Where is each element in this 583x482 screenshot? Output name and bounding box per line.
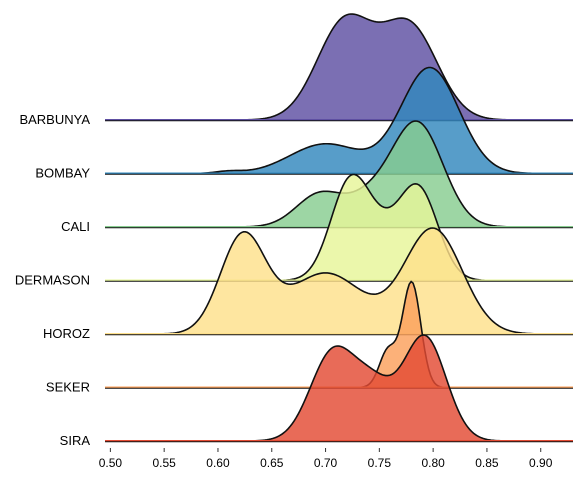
y-label-dermason: DERMASON <box>15 273 90 288</box>
ridge-line-horoz <box>105 227 573 335</box>
ridge-area-barbunya <box>105 14 573 120</box>
ridge-area-cali <box>105 121 573 227</box>
y-label-horoz: HOROZ <box>43 326 90 341</box>
y-label-bombay: BOMBAY <box>35 166 90 181</box>
ridge-area-sira <box>105 335 573 441</box>
x-tick-label: 0.85 <box>475 456 499 470</box>
x-tick-label: 0.70 <box>314 456 338 470</box>
ridge-area-bombay <box>105 67 573 174</box>
x-tick-label: 0.55 <box>152 456 176 470</box>
x-tick-label: 0.50 <box>99 456 123 470</box>
y-label-cali: CALI <box>61 219 90 234</box>
y-label-sira: SIRA <box>60 433 91 448</box>
x-tick-label: 0.90 <box>529 456 553 470</box>
x-tick-label: 0.75 <box>368 456 392 470</box>
x-tick-label: 0.65 <box>260 456 284 470</box>
x-tick-label: 0.60 <box>206 456 230 470</box>
x-tick-label: 0.80 <box>421 456 445 470</box>
y-label-seker: SEKER <box>46 380 90 395</box>
ridge-area-horoz <box>105 228 573 334</box>
ridge-area-dermason <box>105 174 573 281</box>
y-label-barbunya: BARBUNYA <box>19 112 90 127</box>
